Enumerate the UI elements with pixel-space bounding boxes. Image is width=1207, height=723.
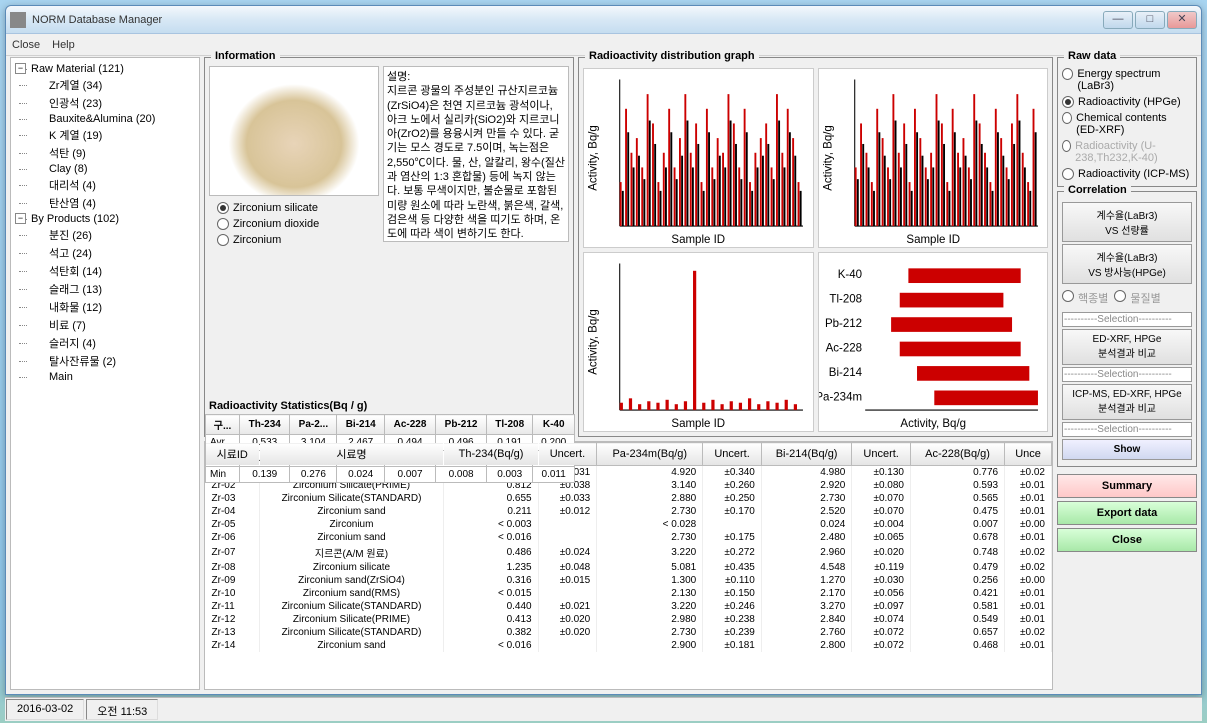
material-radio[interactable]: Zirconium (217, 232, 371, 248)
information-panel: Information Zirconium silicateZirconium … (204, 57, 574, 437)
raw-data-panel: Raw data Energy spectrum (LaBr3)Radioact… (1057, 57, 1197, 187)
main-window: NORM Database Manager — □ ✕ Close Help −… (5, 5, 1202, 695)
corr-select-2[interactable]: ----------Selection---------- (1062, 367, 1192, 382)
svg-text:Ac-228: Ac-228 (825, 342, 861, 354)
svg-text:Activity, Bq/g: Activity, Bq/g (588, 309, 600, 375)
material-radio[interactable]: Zirconium silicate (217, 200, 371, 216)
material-radio[interactable]: Zirconium dioxide (217, 216, 371, 232)
table-row[interactable]: Zr-08Zirconium silicate1.235±0.0485.081±… (206, 561, 1052, 574)
svg-text:Bi-214: Bi-214 (828, 367, 862, 379)
raw-data-radio[interactable]: Chemical contents (ED-XRF) (1062, 110, 1192, 138)
table-row[interactable]: Zr-09Zirconium sand(ZrSiO4)0.316±0.0151.… (206, 574, 1052, 587)
corr-select-1[interactable]: ----------Selection---------- (1062, 312, 1192, 327)
svg-text:Sample ID: Sample ID (671, 418, 725, 430)
svg-text:Activity, Bq/g: Activity, Bq/g (588, 125, 600, 191)
tree-item[interactable]: K 계열 (19) (13, 126, 197, 144)
table-row[interactable]: Zr-10Zirconium sand(RMS)< 0.0152.130±0.1… (206, 587, 1052, 600)
raw-data-radio[interactable]: Radioactivity (U-238,Th232,K-40) (1062, 138, 1192, 166)
correlation-title: Correlation (1064, 184, 1131, 196)
svg-text:Sample ID: Sample ID (906, 234, 960, 246)
tree-item[interactable]: Zr계열 (34) (13, 76, 197, 94)
menu-close[interactable]: Close (12, 39, 40, 51)
raw-data-radio[interactable]: Radioactivity (ICP-MS) (1062, 166, 1192, 182)
tree-item[interactable]: 슬래그 (13) (13, 280, 197, 298)
tree-item[interactable]: 비료 (7) (13, 316, 197, 334)
corr-radio-material[interactable]: 물질별 (1114, 288, 1160, 308)
stats-title: Radioactivity Statistics(Bq / g) (205, 398, 575, 414)
tree-item[interactable]: 석탄 (9) (13, 144, 197, 162)
table-row[interactable]: Zr-14Zirconium sand< 0.0162.900±0.1812.8… (206, 639, 1052, 652)
status-date: 2016-03-02 (6, 699, 84, 720)
tree-item[interactable]: 내화물 (12) (13, 298, 197, 316)
chart-3: Sample ID Activity, Bq/g (583, 252, 814, 432)
tree-main[interactable]: Main (13, 370, 197, 384)
corr-select-3[interactable]: ----------Selection---------- (1062, 422, 1192, 437)
svg-text:K-40: K-40 (837, 269, 861, 281)
table-row[interactable]: Zr-03Zirconium Silicate(STANDARD)0.655±0… (206, 492, 1052, 505)
table-row[interactable]: Zr-11Zirconium Silicate(STANDARD)0.440±0… (206, 600, 1052, 613)
svg-text:Pb-212: Pb-212 (824, 318, 861, 330)
correlation-panel: Correlation 계수율(LaBr3) VS 선량률 계수율(LaBr3)… (1057, 191, 1197, 467)
status-time: 오전 11:53 (86, 699, 158, 720)
export-button[interactable]: Export data (1057, 501, 1197, 525)
maximize-button[interactable]: □ (1135, 11, 1165, 29)
close-window-button[interactable]: ✕ (1167, 11, 1197, 29)
window-title: NORM Database Manager (32, 14, 1103, 26)
svg-text:Tl-208: Tl-208 (829, 294, 862, 306)
tree-item[interactable]: Bauxite&Alumina (20) (13, 112, 197, 126)
menu-help[interactable]: Help (52, 39, 75, 51)
table-row[interactable]: Zr-13Zirconium Silicate(STANDARD)0.382±0… (206, 626, 1052, 639)
tree-item[interactable]: 석고 (24) (13, 244, 197, 262)
minimize-button[interactable]: — (1103, 11, 1133, 29)
tree-item[interactable]: 분진 (26) (13, 226, 197, 244)
material-image (209, 66, 379, 196)
app-icon (10, 12, 26, 28)
titlebar[interactable]: NORM Database Manager — □ ✕ (6, 6, 1201, 34)
svg-text:Sample ID: Sample ID (671, 234, 725, 246)
tree-item[interactable]: Clay (8) (13, 162, 197, 176)
charts-panel: Radioactivity distribution graph Sample … (578, 57, 1053, 437)
corr-btn-3[interactable]: ED-XRF, HPGe 분석결과 비교 (1062, 329, 1192, 365)
summary-button[interactable]: Summary (1057, 474, 1197, 498)
tree-item[interactable]: 탈사잔류물 (2) (13, 352, 197, 370)
statusbar: 2016-03-02 오전 11:53 (5, 697, 1202, 721)
svg-text:Activity, Bq/g: Activity, Bq/g (900, 418, 966, 430)
tree-item[interactable]: 탄산염 (4) (13, 194, 197, 212)
svg-text:Pa-234m: Pa-234m (819, 391, 862, 403)
tree-item[interactable]: 인광석 (23) (13, 94, 197, 112)
corr-btn-1[interactable]: 계수율(LaBr3) VS 선량률 (1062, 202, 1192, 242)
tree-item[interactable]: 석탄회 (14) (13, 262, 197, 280)
table-row[interactable]: Zr-04Zirconium sand0.211±0.0122.730±0.17… (206, 505, 1052, 518)
table-row[interactable]: Zr-06Zirconium sand< 0.0162.730±0.1752.4… (206, 531, 1052, 544)
chart-2: Sample ID Activity, Bq/g (818, 68, 1049, 248)
raw-data-title: Raw data (1064, 50, 1120, 62)
tree-item[interactable]: 슬러지 (4) (13, 334, 197, 352)
raw-data-radio[interactable]: Radioactivity (HPGe) (1062, 94, 1192, 110)
description-text: 설명: 지르콘 광물의 주성분인 규산지르코늄(ZrSiO4)은 천연 지르코늄… (383, 66, 569, 242)
chart-1: Sample ID Activity, Bq/g (583, 68, 814, 248)
tree-byproducts[interactable]: −By Products (102) (13, 212, 197, 226)
close-button[interactable]: Close (1057, 528, 1197, 552)
charts-title: Radioactivity distribution graph (585, 50, 759, 62)
corr-radio-nuclide[interactable]: 핵종별 (1062, 288, 1108, 308)
chart-4: K-40 Tl-208 Pb-212 Ac-228 Bi-214 Pa-234m Activ… (818, 252, 1049, 432)
table-row[interactable]: Zr-07지르콘(A/M 원료)0.486±0.0243.220±0.2722.… (206, 544, 1052, 561)
tree-panel[interactable]: −Raw Material (121) Zr계열 (34)인광석 (23)Bau… (10, 57, 200, 690)
stats-panel: Radioactivity Statistics(Bq / g) 구...Th-… (205, 398, 575, 483)
action-buttons: Summary Export data Close (1057, 471, 1197, 555)
corr-btn-2[interactable]: 계수율(LaBr3) VS 방사능(HPGe) (1062, 244, 1192, 284)
svg-text:Activity, Bq/g: Activity, Bq/g (822, 125, 834, 191)
tree-item[interactable]: 대리석 (4) (13, 176, 197, 194)
corr-btn-4[interactable]: ICP-MS, ED-XRF, HPGe 분석결과 비교 (1062, 384, 1192, 420)
table-row[interactable]: Zr-05Zirconium< 0.003< 0.0280.024±0.0040… (206, 518, 1052, 531)
raw-data-radio[interactable]: Energy spectrum (LaBr3) (1062, 66, 1192, 94)
tree-raw-material[interactable]: −Raw Material (121) (13, 62, 197, 76)
table-row[interactable]: Zr-12Zirconium Silicate(PRIME)0.413±0.02… (206, 613, 1052, 626)
show-button[interactable]: Show (1062, 439, 1192, 460)
info-title: Information (211, 50, 280, 62)
